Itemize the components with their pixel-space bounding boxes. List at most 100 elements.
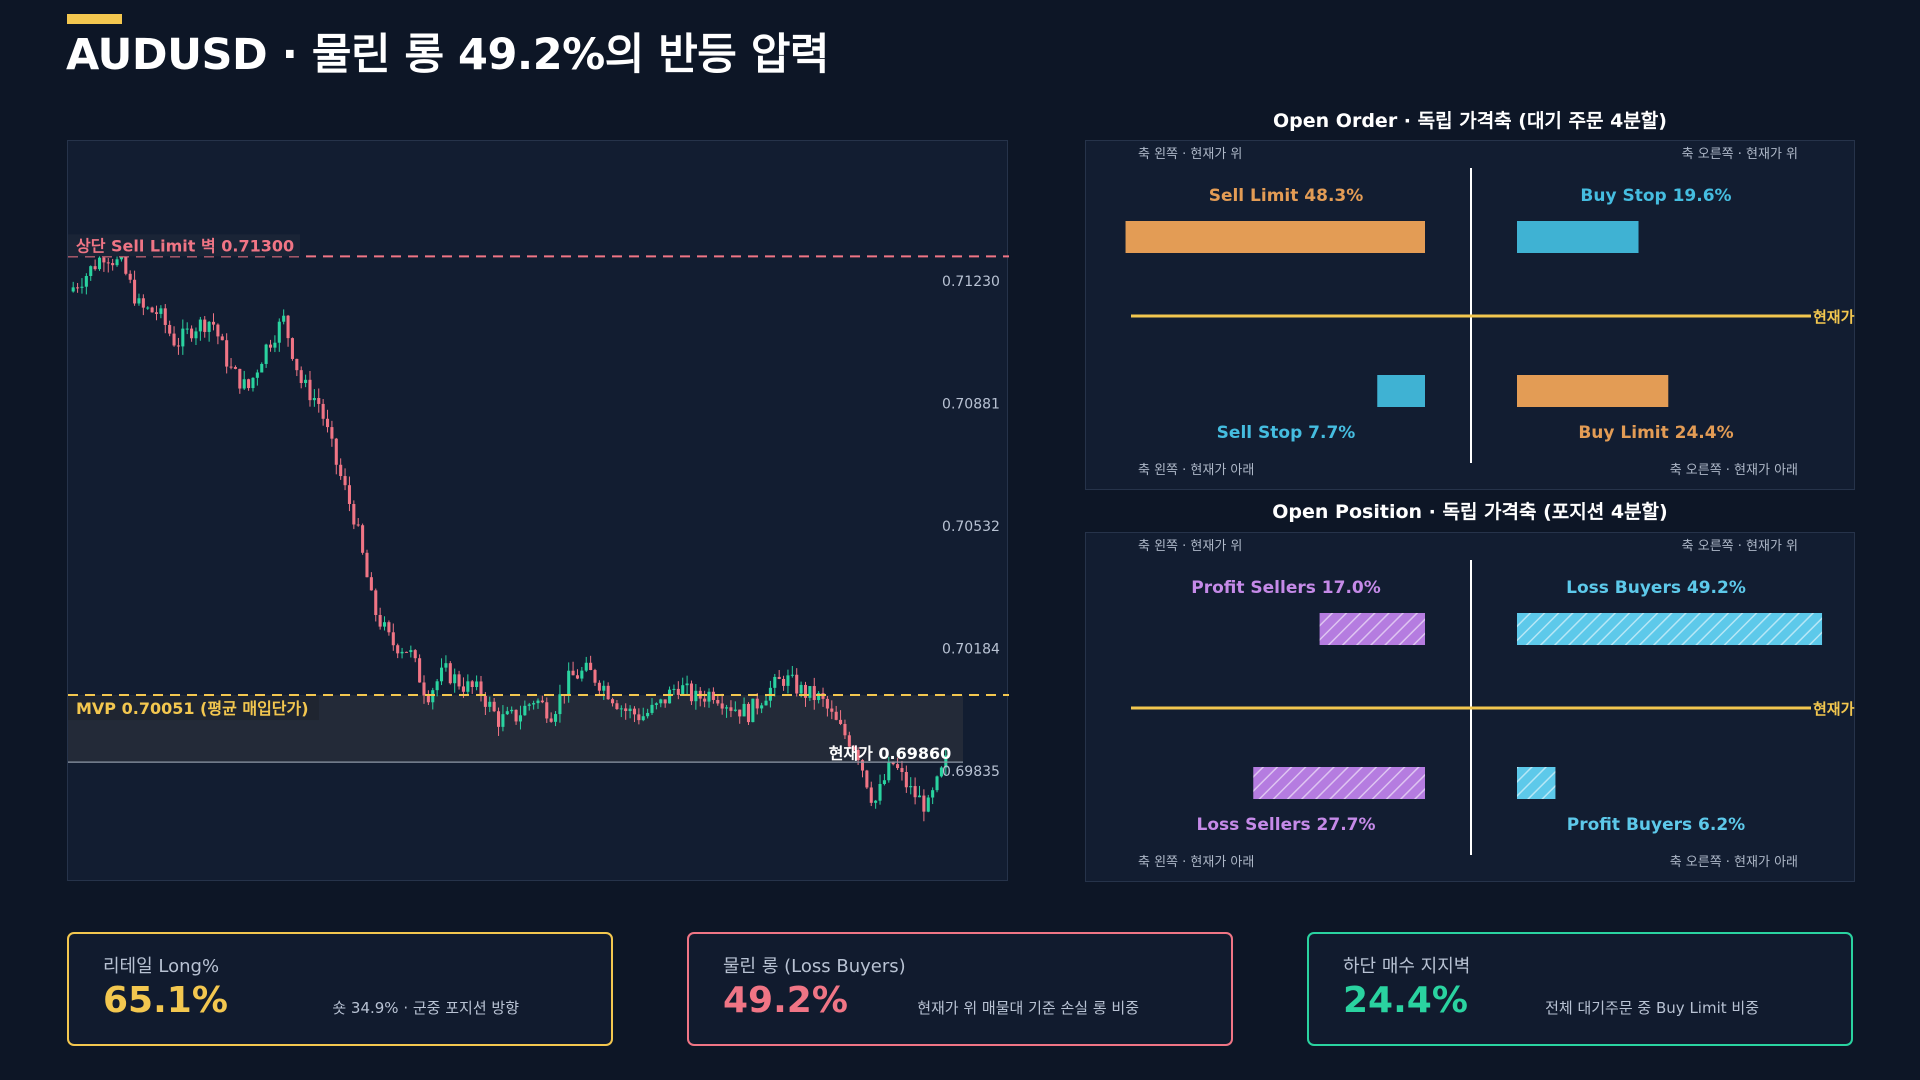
candle-body (308, 379, 312, 401)
candle-body (808, 686, 812, 698)
candle-body (347, 485, 351, 505)
candle-body (378, 614, 382, 627)
candle-body (540, 700, 544, 703)
candle-body (198, 319, 202, 332)
candle-body (847, 735, 851, 747)
candle-body (882, 780, 886, 784)
candle-body (260, 363, 264, 373)
quadrant-bar-buy-limit (1517, 375, 1669, 407)
candle-body (856, 749, 860, 761)
quadrant-label: Sell Stop 7.7% (1217, 423, 1356, 443)
candle-body (483, 695, 487, 707)
candle-body (558, 694, 562, 715)
kpi-card-buy-limit-support: 하단 매수 지지벽 24.4% 전체 대기주문 중 Buy Limit 비중 (1307, 932, 1853, 1046)
candle-body (119, 256, 123, 260)
y-tick-label: 0.71230 (942, 274, 1000, 290)
quadrant-bar-profit-buyers (1517, 767, 1556, 799)
candle-body (773, 676, 777, 688)
candle-body (321, 403, 325, 419)
kpi-value: 65.1% (103, 980, 228, 1021)
kpi-note: 현재가 위 매물대 기준 손실 롱 비중 (917, 999, 1139, 1017)
candle-body (299, 370, 303, 384)
kpi-card-loss-buyers: 물린 롱 (Loss Buyers) 49.2% 현재가 위 매물대 기준 손실… (687, 932, 1233, 1046)
candle-body (619, 708, 623, 710)
candle-body (554, 714, 558, 722)
candle-body (396, 645, 400, 654)
candle-body (593, 670, 597, 683)
candle-body (325, 418, 330, 428)
candle-body (939, 767, 943, 777)
candle-body (238, 368, 242, 389)
candle-body (453, 674, 457, 684)
candle-body (825, 698, 829, 709)
candle-body (247, 379, 251, 389)
candle-body (703, 698, 707, 702)
candle-body (869, 787, 873, 803)
candle-body (874, 800, 878, 803)
candle-body (917, 795, 922, 798)
candle-body (356, 524, 360, 526)
candle-body (264, 344, 268, 364)
candle-body (510, 709, 514, 712)
candle-body (282, 315, 286, 322)
candle-body (409, 650, 413, 653)
kpi-label: 물린 롱 (Loss Buyers) (723, 956, 906, 977)
candle-body (84, 276, 88, 287)
candle-body (124, 256, 128, 274)
candle-body (413, 650, 417, 659)
candle-body (799, 684, 803, 694)
candle-body (277, 321, 281, 343)
corner-label: 축 오른쪽 · 현재가 아래 (1670, 855, 1798, 870)
candle-body (382, 622, 387, 627)
sell-limit-label: 상단 Sell Limit 벽 0.71300 (76, 236, 294, 255)
quadrant-bar-sell-limit (1125, 221, 1425, 253)
mvp-label-bg (68, 696, 319, 721)
candle-body (190, 328, 194, 339)
corner-label: 축 오른쪽 · 현재가 위 (1682, 147, 1798, 162)
candle-body (501, 714, 505, 727)
candle-body (89, 266, 93, 277)
candle-body (584, 662, 588, 671)
candle-body (488, 701, 492, 707)
candle-body (760, 705, 764, 709)
candle-body (163, 308, 167, 325)
candle-body (76, 287, 80, 289)
candle-body (532, 703, 536, 705)
quadrant-bar-profit-sellers (1319, 613, 1425, 645)
candle-body (896, 764, 900, 769)
candle-body (448, 663, 452, 684)
quadrant-label: Loss Buyers 49.2% (1566, 578, 1746, 598)
candle-body (536, 700, 540, 704)
quadrant-bar-buy-stop (1517, 221, 1639, 253)
candle-body (444, 663, 448, 668)
candle-body (128, 273, 132, 280)
current-price-axis-label: 현재가 (1813, 308, 1855, 326)
candle-body (466, 681, 470, 692)
candle-body (268, 344, 273, 348)
candle-body (602, 685, 606, 691)
candle-body (755, 698, 759, 709)
candle-body (527, 704, 531, 706)
candle-body (711, 691, 715, 700)
candle-body (689, 683, 694, 702)
candle-body (102, 257, 106, 263)
kpi-note: 숏 34.9% · 군중 포지션 방향 (332, 999, 519, 1017)
candle-body (931, 790, 935, 798)
kpi-label: 하단 매수 지지벽 (1343, 956, 1471, 977)
candle-body (926, 797, 930, 812)
candle-body (641, 716, 645, 721)
candle-body (777, 676, 781, 679)
candle-body (606, 685, 610, 700)
candle-body (663, 699, 667, 704)
candle-body (839, 719, 843, 724)
candle-body (646, 712, 650, 717)
candle-body (742, 703, 746, 717)
candle-body (233, 367, 237, 369)
candle-body (111, 263, 115, 266)
candle-body (891, 762, 895, 765)
candle-body (518, 715, 522, 722)
candle-body (497, 711, 501, 727)
candle-body (589, 662, 593, 671)
candle-body (176, 345, 180, 347)
candle-body (545, 702, 549, 719)
